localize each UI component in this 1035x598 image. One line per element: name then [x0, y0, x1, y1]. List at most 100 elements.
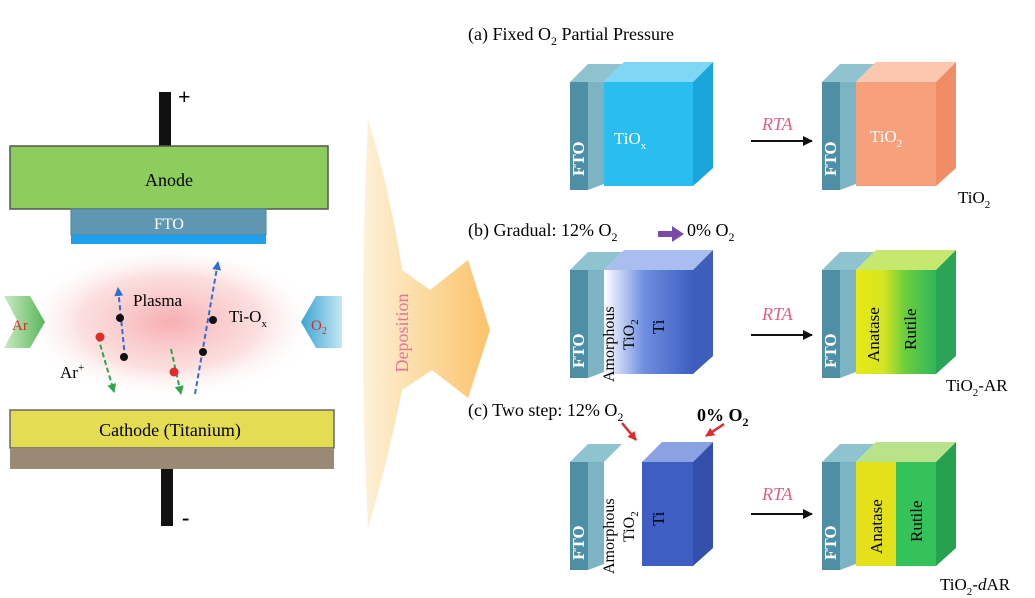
- fto-layer: [70, 208, 267, 236]
- zero-pointer-arrow: [705, 422, 725, 438]
- panel-c-title: (c) Two step: 12% O2: [468, 400, 623, 424]
- cathode-base: [10, 448, 334, 469]
- fto-slab-b-right-side: [840, 270, 856, 378]
- deposition-label: Deposition: [392, 294, 412, 373]
- tio2-block-top: [856, 62, 956, 82]
- ti-gradient-block-front: [604, 270, 693, 374]
- panel-a: (a) Fixed O2 Partial Pressure FTO TiOx R…: [468, 24, 990, 211]
- panel-a-title: (a) Fixed O2 Partial Pressure: [468, 24, 674, 48]
- o2-label: O2: [311, 318, 327, 337]
- fto-slab-c-left-side: [588, 462, 604, 570]
- tiox-label: Ti-Ox: [229, 307, 267, 330]
- gradual-arrow-icon: [658, 226, 684, 242]
- deposition-arrow-shape: [363, 120, 490, 528]
- ti-label-b: Ti: [649, 319, 668, 334]
- fto-slab-a-right-top: [822, 64, 874, 82]
- fto-slab-a-left-side: [588, 82, 604, 190]
- ar-label: Ar: [12, 318, 28, 334]
- tio2-label-b: TiO2: [621, 319, 641, 350]
- zero-o2-label: 0% O2: [697, 405, 749, 429]
- panel-b-result: TiO2-AR: [946, 376, 1008, 399]
- fto-label-a-right: FTO: [821, 141, 840, 176]
- amorphous-layer-c-front: [604, 462, 642, 566]
- fto-label-a-left: FTO: [569, 141, 588, 176]
- fto-slab-a-left-front: [570, 82, 588, 190]
- anatase-layer-c-front: [856, 462, 896, 566]
- ti-gradient-block-side: [693, 250, 713, 374]
- ar-block-side: [936, 250, 956, 374]
- deposition-arrow: Deposition: [363, 120, 490, 528]
- fto-label-b-right: FTO: [821, 333, 840, 368]
- plasma-particle-2: [120, 353, 128, 361]
- rutile-block-c-top: [856, 442, 956, 462]
- ar-ion-label: Ar+: [60, 362, 84, 382]
- tio2-block-side: [936, 62, 956, 186]
- fto-slab-c-left-top: [570, 444, 622, 462]
- plasma-ion-trail-1: [114, 287, 126, 359]
- ar-block-top: [856, 250, 956, 270]
- ar-inlet-arrow: [4, 296, 45, 348]
- panel-b-title-end: 0% O2: [687, 220, 735, 244]
- tiox-particle-1: [209, 316, 217, 324]
- tiox-particle-2: [199, 348, 207, 356]
- fto-label-c-left: FTO: [569, 525, 588, 560]
- fto-slab-c-left-front: [570, 462, 588, 570]
- rutile-block-c-front: [896, 462, 936, 566]
- amorphous-label-c: Amorphous: [601, 498, 618, 574]
- fto-slab-c-right-side: [840, 462, 856, 570]
- rta-label-b: RTA: [761, 304, 794, 324]
- plasma-particle-1: [116, 314, 124, 322]
- cathode-lead: [161, 469, 173, 526]
- ar-block-front: [856, 270, 936, 374]
- ti-block-c-front: [642, 462, 693, 566]
- fto-slab-b-left-top: [570, 252, 622, 270]
- plus-sign: +: [178, 84, 191, 109]
- fto-slab-b-left-front: [570, 270, 588, 378]
- tiox-block-top: [604, 62, 713, 82]
- tiox-film-label: TiOx: [614, 129, 647, 152]
- fto-slab-c-right-top: [822, 444, 874, 462]
- tiox-block-side: [693, 62, 713, 186]
- twelve-pointer-arrow: [621, 422, 637, 441]
- ar-ion-trail-1: [97, 336, 117, 393]
- fto-slab-a-left-top: [570, 64, 622, 82]
- fto-label-c-right: FTO: [821, 525, 840, 560]
- tiox-trail: [194, 261, 222, 395]
- tio2-film-label: TiO2: [870, 127, 902, 150]
- sputter-apparatus: + Anode FTO Ar O2 Plasma Ti-Ox Ar+ Catho…: [4, 84, 342, 530]
- o2-inlet-arrow: [301, 296, 342, 348]
- anode-label: Anode: [145, 170, 193, 190]
- plasma-glow: [20, 244, 320, 400]
- fto-label-b-left: FTO: [569, 333, 588, 368]
- tiox-block-front: [604, 82, 693, 186]
- fto-slab-a-right-side: [840, 82, 856, 190]
- plasma-label: Plasma: [133, 291, 183, 310]
- fto-slab-b-right-top: [822, 252, 874, 270]
- anatase-label-c: Anatase: [867, 499, 886, 554]
- fto-slab-a-right-front: [822, 82, 840, 190]
- fto-slab-b-right-front: [822, 270, 840, 378]
- fto-slab-b-left-side: [588, 270, 604, 378]
- rta-label-a: RTA: [761, 114, 794, 134]
- ti-gradient-block-top: [604, 250, 713, 270]
- rutile-block-c-side: [936, 442, 956, 566]
- panel-b-title: (b) Gradual: 12% O2: [468, 220, 617, 244]
- ar-ion-1: [95, 332, 105, 342]
- tio2-label-c: TiO2: [621, 511, 641, 542]
- ti-block-c-top: [642, 442, 713, 462]
- fto-bottom-stripe: [71, 235, 266, 244]
- ti-label-c: Ti: [649, 511, 668, 526]
- cathode-label: Cathode (Titanium): [99, 420, 241, 441]
- amorphous-label-b: Amorphous: [601, 306, 618, 382]
- anode-lead: [159, 92, 171, 146]
- tio2-block-front: [856, 82, 936, 186]
- rutile-label-c: Rutile: [907, 500, 926, 542]
- fto-label: FTO: [154, 216, 184, 233]
- rta-label-c: RTA: [761, 484, 794, 504]
- ar-ion-2: [169, 367, 179, 377]
- panel-b: (b) Gradual: 12% O2 0% O2 FTO Amorphous …: [468, 220, 1008, 399]
- anode-plate: [9, 145, 329, 210]
- ti-block-c-side: [693, 442, 713, 566]
- rutile-label-b: Rutile: [901, 308, 920, 350]
